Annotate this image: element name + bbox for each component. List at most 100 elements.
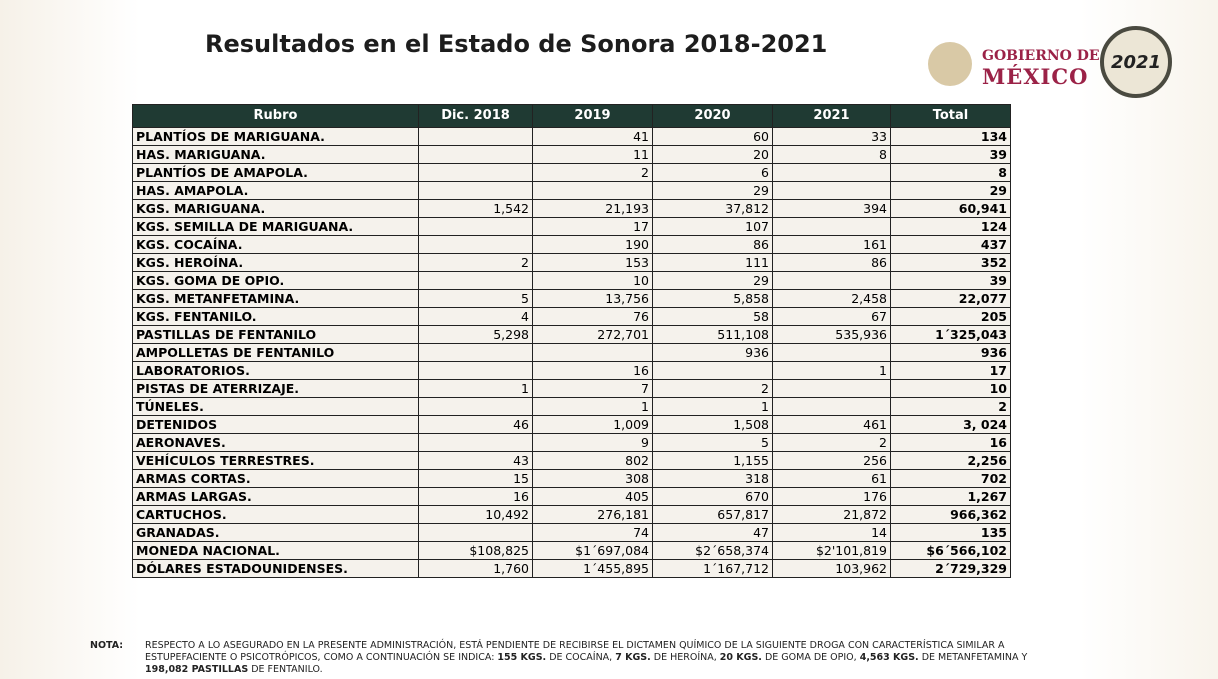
- badge-year: 2021: [1110, 52, 1162, 73]
- cell: 276,181: [532, 505, 653, 524]
- note-part: DE FENTANILO.: [248, 664, 323, 675]
- cell: [418, 343, 533, 362]
- row: VEHÍCULOS TERRESTRES. 43 802 1,155 256 2,256: [132, 451, 1011, 470]
- cell: 3, 024: [890, 415, 1011, 434]
- cell: 10,492: [418, 505, 533, 524]
- cell: 176: [772, 487, 891, 506]
- cell: [418, 397, 533, 416]
- cell: CARTUCHOS.: [132, 505, 419, 524]
- cell: 802: [532, 451, 653, 470]
- cell: PASTILLAS DE FENTANILO: [132, 325, 419, 344]
- cell: $2'101,819: [772, 541, 891, 560]
- row: AMPOLLETAS DE FENTANILO 936 936: [132, 343, 1011, 362]
- cell: 8: [890, 163, 1011, 182]
- cell: 1´325,043: [890, 325, 1011, 344]
- cell: [772, 271, 891, 290]
- cell: [418, 361, 533, 380]
- cell: 437: [890, 235, 1011, 254]
- note-part: 198,082 PASTILLAS: [145, 664, 249, 675]
- cell: 111: [652, 253, 773, 272]
- cell: 511,108: [652, 325, 773, 344]
- cell: 124: [890, 217, 1011, 236]
- cell: 7: [532, 379, 653, 398]
- cell: PISTAS DE ATERRIZAJE.: [132, 379, 419, 398]
- cell: [418, 235, 533, 254]
- cell: 76: [532, 307, 653, 326]
- cell: $108,825: [418, 541, 533, 560]
- cell: 1: [652, 397, 773, 416]
- cell: 394: [772, 199, 891, 218]
- logo-line: MÉXICO: [982, 64, 1089, 89]
- column-header: Total: [890, 104, 1011, 128]
- cell: [418, 271, 533, 290]
- cell: 6: [652, 163, 773, 182]
- cell: 2: [772, 433, 891, 452]
- row: KGS. COCAÍNA. 190 86 161 437: [132, 235, 1011, 254]
- note-part: 20 KGS.: [719, 652, 762, 663]
- cell: [532, 181, 653, 200]
- row: KGS. METANFETAMINA. 5 13,756 5,858 2,458 22,0…: [132, 289, 1011, 308]
- cell: PLANTÍOS DE MARIGUANA.: [132, 127, 419, 146]
- cell: 461: [772, 415, 891, 434]
- cell: [418, 127, 533, 146]
- seal: [928, 42, 972, 86]
- table: Rubro Dic. 2018 2019 2020 2021 Total PLANTÍOS …: [132, 104, 1011, 578]
- cell: [772, 379, 891, 398]
- cell: 1: [532, 397, 653, 416]
- cell: 16: [890, 433, 1011, 452]
- cell: 2: [890, 397, 1011, 416]
- cell: 15: [418, 469, 533, 488]
- cell: 29: [652, 181, 773, 200]
- row: KGS. FENTANILO. 4 76 58 67 205: [132, 307, 1011, 326]
- cell: 107: [652, 217, 773, 236]
- column-header: 2020: [652, 104, 773, 128]
- row: DÓLARES ESTADOUNIDENSES. 1,760 1´455,895 1´…: [132, 559, 1011, 578]
- cell: KGS. MARIGUANA.: [132, 199, 419, 218]
- cell: 8: [772, 145, 891, 164]
- note-part: RESPECTO A LO ASEGURADO EN LA PRESENTE A…: [145, 640, 1005, 663]
- row: LABORATORIOS. 16 1 17: [132, 361, 1011, 380]
- cell: 405: [532, 487, 653, 506]
- cell: 60: [652, 127, 773, 146]
- header-row: Rubro Dic. 2018 2019 2020 2021 Total: [132, 104, 1011, 128]
- cell: 2´729,329: [890, 559, 1011, 578]
- cell: KGS. METANFETAMINA.: [132, 289, 419, 308]
- cell: 1,155: [652, 451, 773, 470]
- cell: [772, 343, 891, 362]
- logo: GOBIERNO DE MÉXICO: [982, 48, 1100, 89]
- note-part: DE COCAÍNA,: [546, 652, 616, 663]
- column-header: Rubro: [132, 104, 419, 128]
- cell: 5,858: [652, 289, 773, 308]
- column-header: Dic. 2018: [418, 104, 533, 128]
- row: PLANTÍOS DE AMAPOLA. 2 6 8: [132, 163, 1011, 182]
- cell: LABORATORIOS.: [132, 361, 419, 380]
- badge: 2021: [1100, 26, 1172, 98]
- cell: [772, 217, 891, 236]
- cell: 74: [532, 523, 653, 542]
- cell: 352: [890, 253, 1011, 272]
- row: HAS. AMAPOLA. 29 29: [132, 181, 1011, 200]
- cell: 103,962: [772, 559, 891, 578]
- table-body: PLANTÍOS DE MARIGUANA. 41 60 33 134 HAS. MARI…: [132, 127, 1011, 578]
- cell: [772, 181, 891, 200]
- cell: HAS. MARIGUANA.: [132, 145, 419, 164]
- cell: 29: [890, 181, 1011, 200]
- row: MONEDA NACIONAL. $108,825 $1´697,084 $2´658…: [132, 541, 1011, 560]
- row: HAS. MARIGUANA. 11 20 8 39: [132, 145, 1011, 164]
- column-header: 2021: [772, 104, 891, 128]
- cell: [772, 397, 891, 416]
- cell: 58: [652, 307, 773, 326]
- cell: 39: [890, 271, 1011, 290]
- row: PLANTÍOS DE MARIGUANA. 41 60 33 134: [132, 127, 1011, 146]
- cell: [418, 145, 533, 164]
- row: KGS. MARIGUANA. 1,542 21,193 37,812 394 60,94…: [132, 199, 1011, 218]
- column-header: 2019: [532, 104, 653, 128]
- cell: 41: [532, 127, 653, 146]
- row: KGS. SEMILLA DE MARIGUANA. 17 107 124: [132, 217, 1011, 236]
- cell: KGS. GOMA DE OPIO.: [132, 271, 419, 290]
- cell: 29: [652, 271, 773, 290]
- cell: 2: [532, 163, 653, 182]
- cell: 16: [532, 361, 653, 380]
- cell: [652, 361, 773, 380]
- note-part: DE HEROÍNA,: [650, 652, 720, 663]
